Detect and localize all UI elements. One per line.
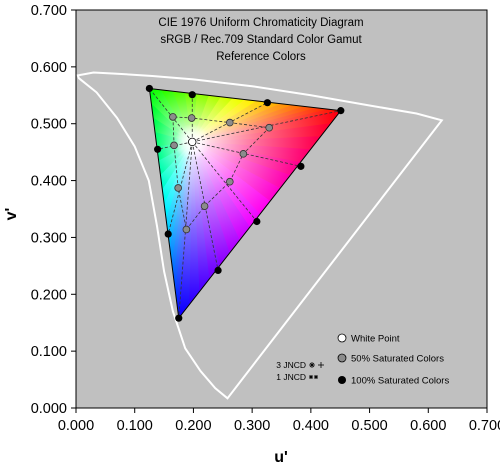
- point-50-saturated: [226, 177, 234, 186]
- x-tick-label: 0.500: [351, 418, 387, 434]
- legend-label-50: 50% Saturated Colors: [351, 354, 444, 365]
- saturation-line: [191, 141, 258, 222]
- point-50-saturated: [170, 141, 178, 150]
- x-tick-label: 0.000: [58, 418, 94, 434]
- jncd-scale: 3 JNCD 1 JNCD: [276, 360, 324, 382]
- point-50-saturated: [174, 184, 182, 192]
- point-50-saturated: [239, 150, 248, 158]
- point-100-saturated: [145, 84, 153, 93]
- point-100-saturated: [154, 145, 162, 153]
- title-line-3: Reference Colors: [216, 51, 306, 63]
- plot-area: [75, 9, 488, 409]
- jncd-label-1: 1 JNCD: [276, 372, 306, 382]
- point-100-saturated: [188, 91, 196, 99]
- point-50-saturated: [169, 113, 177, 121]
- y-tick-label: 0.400: [31, 174, 67, 190]
- legend-marker-100: [338, 376, 346, 384]
- point-50-saturated: [200, 202, 209, 210]
- y-tick-label: 0.500: [31, 117, 67, 133]
- point-100-saturated: [263, 99, 272, 107]
- legend-label-white: White Point: [351, 334, 400, 345]
- x-axis-title: u': [274, 449, 288, 466]
- saturation-line: [149, 88, 193, 143]
- point-50-saturated: [226, 118, 234, 127]
- y-axis: 0.000 0.100 0.200 0.300 0.400 0.500 0.600 0.700: [31, 3, 76, 417]
- chart-title: CIE 1976 Uniform Chromaticity Diagram sR…: [158, 17, 363, 63]
- spectral-locus: [76, 71, 444, 400]
- gamut-triangle: [148, 87, 342, 320]
- x-tick-label: 0.700: [469, 418, 500, 434]
- legend-marker-white: [337, 333, 347, 343]
- point-50-saturated: [187, 114, 196, 122]
- y-tick-label: 0.000: [31, 401, 67, 417]
- y-tick-label: 0.700: [31, 3, 67, 19]
- point-50-saturated: [182, 225, 191, 234]
- title-line-2: sRGB / Rec.709 Standard Color Gamut: [160, 34, 362, 46]
- saturation-line: [178, 141, 193, 319]
- legend-label-100: 100% Saturated Colors: [351, 376, 449, 387]
- point-50-saturated: [265, 123, 273, 132]
- y-tick-label: 0.100: [31, 344, 67, 360]
- point-white: [188, 137, 197, 147]
- y-axis-title: v': [3, 208, 20, 221]
- x-tick-label: 0.100: [117, 418, 153, 434]
- y-tick-label: 0.200: [31, 287, 67, 303]
- point-100-saturated: [164, 230, 172, 238]
- jncd-3-marks: [309, 362, 324, 368]
- point-100-saturated: [253, 217, 261, 226]
- jncd-1-marks: [309, 375, 318, 379]
- x-tick-label: 0.400: [293, 418, 329, 434]
- marker-layer: [145, 84, 345, 322]
- y-tick-label: 0.600: [31, 60, 67, 76]
- title-line-1: CIE 1976 Uniform Chromaticity Diagram: [158, 17, 363, 29]
- legend: White Point 50% Saturated Colors 100% Sa…: [337, 333, 449, 387]
- y-tick-label: 0.300: [31, 230, 67, 246]
- legend-marker-50: [337, 353, 347, 363]
- x-tick-label: 0.600: [410, 418, 446, 434]
- x-tick-label: 0.200: [175, 418, 211, 434]
- point-100-saturated: [214, 266, 222, 275]
- x-tick-label: 0.300: [234, 418, 270, 434]
- jncd-label-3: 3 JNCD: [276, 360, 306, 370]
- point-100-saturated: [297, 162, 305, 170]
- x-axis: 0.000 0.100 0.200 0.300 0.400 0.500 0.600 0.700: [58, 408, 500, 434]
- point-100-saturated: [337, 107, 345, 115]
- point-100-saturated: [175, 314, 183, 322]
